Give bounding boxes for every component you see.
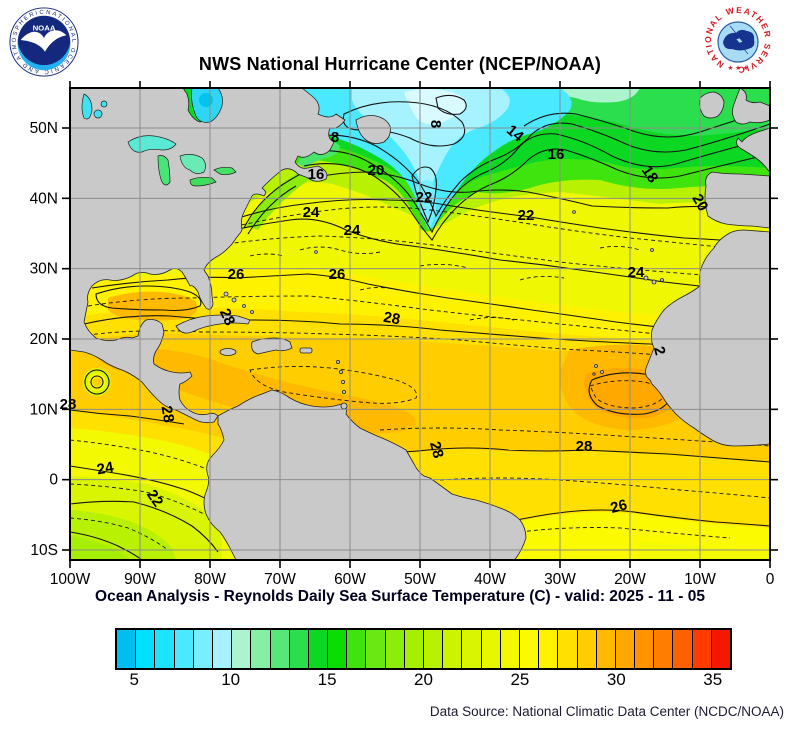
map-container: 8 8 14 16 18 20 16 20 22 22 24 24 24 26 26 28 28 2 28 28 28 2…	[0, 80, 800, 588]
x-axis-label: 60W	[334, 571, 366, 585]
contour-label: 18	[638, 163, 661, 186]
y-axis-label: 40N	[30, 190, 58, 207]
contour-label: 28	[216, 306, 238, 328]
colorbar-cell	[404, 630, 424, 668]
colorbar-cell	[117, 630, 137, 668]
contour-label: 24	[628, 264, 645, 281]
colorbar-cell	[692, 630, 712, 668]
x-axis-label: 40W	[474, 571, 506, 585]
graticule	[70, 88, 770, 560]
colorbar-cell	[481, 630, 501, 668]
colorbar-cell	[347, 630, 367, 668]
colorbar-cell	[539, 630, 559, 668]
colorbar-cell	[136, 630, 156, 668]
contour-label: 26	[329, 266, 346, 283]
colorbar-tick-labels: 5 10 15 20 25 30 35	[115, 670, 732, 696]
lakes	[81, 87, 237, 187]
colorbar-cell	[711, 630, 730, 668]
x-axis-label: 90W	[124, 571, 156, 585]
colorbar-cell	[596, 630, 616, 668]
contour-label: 22	[518, 207, 535, 224]
noaa-logo: NATIONAL OCEANIC AND ATMOSPHERIC ADMINIS…	[9, 7, 79, 77]
contour-label: 8	[427, 120, 444, 128]
contour-label: 16	[548, 146, 565, 163]
map-caption: Ocean Analysis - Reynolds Daily Sea Surf…	[95, 588, 705, 605]
nws-lightning-icon	[729, 25, 749, 55]
colorbar-cell	[558, 630, 578, 668]
contour-label: 20	[688, 191, 711, 214]
axis-ticks	[62, 81, 778, 568]
y-axis-label: 30N	[30, 261, 58, 278]
colorbar-tick-label: 10	[221, 670, 241, 689]
colorbar-tick-label: 25	[510, 670, 530, 689]
colorbar-tick-label: 20	[414, 670, 433, 689]
temperature-colorbar	[115, 628, 732, 670]
colorbar-cell	[577, 630, 597, 668]
colorbar-cell	[308, 630, 329, 668]
page-title: NWS National Hurricane Center (NCEP/NOAA…	[198, 54, 602, 74]
x-axis-label: 20W	[614, 571, 646, 585]
nws-stars: ★ ★ ★	[727, 65, 748, 72]
colorbar-cell	[654, 630, 674, 668]
x-axis-label: 30W	[544, 571, 576, 585]
colorbar-cell	[270, 630, 290, 668]
x-axis-label: 70W	[264, 571, 296, 585]
y-axis-label: 10N	[30, 401, 58, 418]
colorbar-cell	[615, 630, 636, 668]
contour-label: 16	[308, 166, 325, 183]
colorbar-cell	[519, 630, 540, 668]
colorbar-cell	[212, 630, 233, 668]
contour-label: 24	[344, 222, 361, 239]
colorbar-cell	[385, 630, 405, 668]
x-axis-label: 50W	[404, 571, 436, 585]
colorbar-tick-label: 30	[606, 670, 626, 689]
colorbar-cell	[424, 630, 444, 668]
contour-label: 24	[96, 459, 116, 479]
nws-logo: NATIONAL WEATHER SERVICE ★ ★ ★	[702, 4, 774, 76]
y-axis-label: 10S	[30, 542, 58, 559]
colorbar-cell	[443, 630, 463, 668]
contour-label: 26	[228, 266, 245, 283]
x-axis-label: 100W	[50, 571, 91, 585]
contour-label: 28	[382, 309, 401, 329]
contour-label: 8	[331, 129, 339, 146]
colorbar-tick-label: 35	[703, 670, 723, 689]
colorbar-cell	[366, 630, 386, 668]
contour-label: 24	[303, 204, 320, 221]
contour-label: 28	[60, 396, 77, 413]
y-axis-label: 0	[49, 472, 58, 489]
colorbar-cell	[155, 630, 175, 668]
contour-label: 26	[609, 496, 630, 517]
x-axis-label: 80W	[194, 571, 226, 585]
contour-label: 22	[416, 189, 433, 206]
x-axis-label: 10W	[684, 571, 716, 585]
colorbar-tick-label: 5	[129, 670, 140, 689]
colorbar-tick-label: 15	[317, 670, 337, 689]
colorbar-cell	[232, 630, 252, 668]
contour-label: 20	[368, 162, 385, 179]
colorbar-cell	[500, 630, 520, 668]
noaa-seagull-icon	[20, 30, 67, 52]
contour-label: 28	[576, 438, 593, 455]
data-source-note: Data Source: National Climatic Data Cent…	[429, 704, 784, 719]
colorbar-cell	[251, 630, 271, 668]
contour-label: 28	[426, 440, 447, 461]
contour-label: 22	[143, 487, 166, 510]
colorbar-cell	[193, 630, 213, 668]
contour-label: 28	[158, 405, 178, 424]
y-axis-label: 50N	[30, 120, 58, 137]
colorbar-cell	[289, 630, 309, 668]
colorbar-cell	[673, 630, 693, 668]
colorbar-cell	[635, 630, 655, 668]
noaa-wordmark: NOAA	[33, 23, 56, 32]
colorbar-cell	[462, 630, 482, 668]
axis-labels: 100W 90W 80W 70W 60W 50W 40W 30W 20W 10W 0 50N 40N 30…	[30, 120, 775, 588]
colorbar-cell	[174, 630, 194, 668]
x-axis-label: 0	[766, 571, 775, 585]
colorbar-cell	[328, 630, 348, 668]
y-axis-label: 20N	[30, 331, 58, 348]
